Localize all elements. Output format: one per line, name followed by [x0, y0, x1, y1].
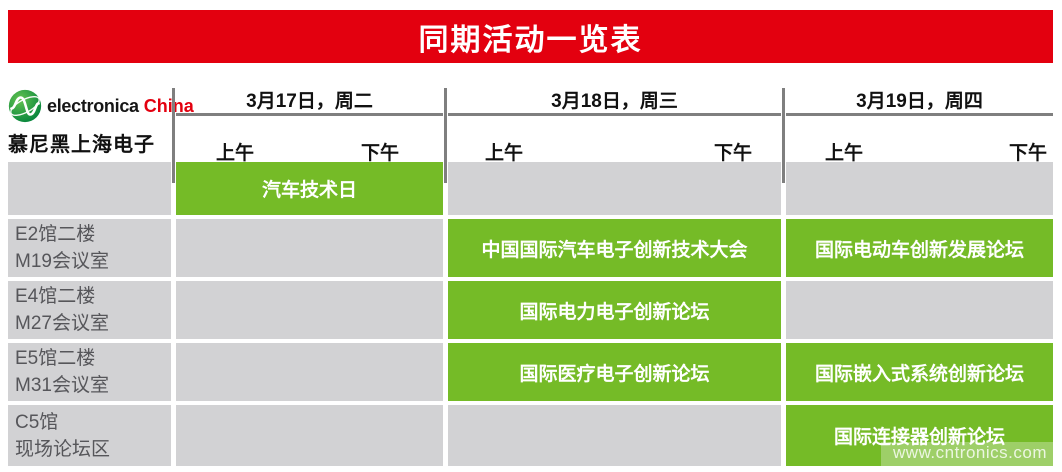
empty-cell — [448, 162, 781, 215]
venue-line: C5馆 — [15, 411, 59, 433]
brand-region: China — [143, 95, 194, 116]
empty-cell — [786, 162, 1053, 215]
ampm-row: 上午 下午 — [176, 116, 443, 186]
page-title: 同期活动一览表 — [418, 23, 643, 57]
schedule-page: 同期活动一览表 electronica China — [0, 10, 1062, 472]
empty-cell — [176, 405, 443, 466]
event-label: 国际医疗电子创新论坛 — [519, 363, 710, 385]
venue-line: M27会议室 — [15, 313, 109, 334]
venue-line: E4馆二楼 — [15, 286, 96, 307]
venue-line: E5馆二楼 — [15, 348, 96, 369]
table-header: electronica China 慕尼黑上海电子展 3月17日，周二 上午 下… — [8, 85, 1053, 185]
event-label: 中国国际汽车电子创新技术大会 — [481, 239, 748, 261]
pm-label: 下午 — [713, 142, 752, 164]
empty-cell — [786, 281, 1053, 339]
empty-cell — [176, 281, 443, 339]
date-label: 3月17日，周二 — [176, 85, 443, 116]
pm-label: 下午 — [360, 142, 399, 164]
event-label: 汽车技术日 — [261, 180, 357, 201]
event-cell-connector-innovation-forum: 国际连接器创新论坛 www.cntronics.com — [786, 405, 1053, 466]
venue-cell-e4-m27: E4馆二楼 M27会议室 — [8, 281, 171, 339]
event-cell-embedded-systems-forum: 国际嵌入式系统创新论坛 — [786, 343, 1053, 401]
venue-cell-e2-m19: E2馆二楼 M19会议室 — [8, 219, 171, 277]
date-label: 3月19日，周四 — [786, 85, 1053, 116]
venue-line: M31会议室 — [15, 375, 109, 396]
venue-cell-e5-m31: E5馆二楼 M31会议室 — [8, 343, 171, 401]
venue-line: E2馆二楼 — [15, 224, 96, 245]
venue-cell-c5-forum-area: C5馆 现场论坛区 — [8, 405, 171, 466]
ampm-row: 上午 下午 — [448, 116, 781, 186]
event-label: 国际连接器创新论坛 — [833, 427, 1005, 448]
event-cell-ev-innovation-forum: 国际电动车创新发展论坛 — [786, 219, 1053, 277]
event-label: 国际电动车创新发展论坛 — [814, 239, 1024, 261]
schedule-body: 汽车技术日 E2馆二楼 M19会议室 中国国际汽车电子创新技术大会 国际电动车创… — [8, 162, 1053, 466]
day-header-mar19: 3月19日，周四 上午 下午 — [782, 85, 1053, 186]
empty-cell — [176, 219, 443, 277]
site-watermark: www.cntronics.com — [881, 442, 1053, 466]
event-label: 国际嵌入式系统创新论坛 — [814, 363, 1024, 385]
date-label: 3月18日，周三 — [448, 85, 781, 116]
day-header-mar18: 3月18日，周三 上午 下午 — [444, 85, 781, 186]
event-cell-power-electronics-forum: 国际电力电子创新论坛 — [448, 281, 781, 339]
day-header-mar17: 3月17日，周二 上午 下午 — [172, 85, 443, 186]
event-cell-auto-electronics-conference: 中国国际汽车电子创新技术大会 — [448, 219, 781, 277]
brand-row: electronica China — [8, 87, 194, 125]
event-cell-auto-tech-day: 汽车技术日 — [176, 162, 443, 215]
event-label: 国际电力电子创新论坛 — [519, 301, 710, 323]
am-label: 上午 — [216, 142, 255, 164]
title-banner: 同期活动一览表 — [8, 10, 1053, 63]
brand-name: electronica — [47, 95, 139, 116]
venue-line: 现场论坛区 — [15, 438, 111, 460]
sine-wave-globe-icon — [8, 89, 42, 123]
event-cell-medical-electronics-forum: 国际医疗电子创新论坛 — [448, 343, 781, 401]
ampm-row: 上午 下午 — [786, 116, 1053, 186]
venue-line: M19会议室 — [15, 251, 109, 272]
empty-cell — [176, 343, 443, 401]
venue-cell-empty — [8, 162, 171, 215]
pm-label: 下午 — [1008, 142, 1047, 164]
am-label: 上午 — [825, 142, 864, 164]
am-label: 上午 — [485, 142, 524, 164]
empty-cell — [448, 405, 781, 466]
